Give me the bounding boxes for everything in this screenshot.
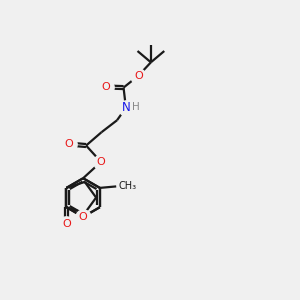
Text: O: O bbox=[101, 82, 110, 92]
Text: N: N bbox=[122, 101, 130, 114]
Text: H: H bbox=[132, 102, 140, 112]
Text: O: O bbox=[97, 157, 105, 167]
Text: O: O bbox=[64, 139, 73, 149]
Text: O: O bbox=[134, 71, 143, 81]
Text: O: O bbox=[62, 220, 71, 230]
Text: O: O bbox=[79, 212, 88, 222]
Text: CH₃: CH₃ bbox=[118, 182, 137, 191]
